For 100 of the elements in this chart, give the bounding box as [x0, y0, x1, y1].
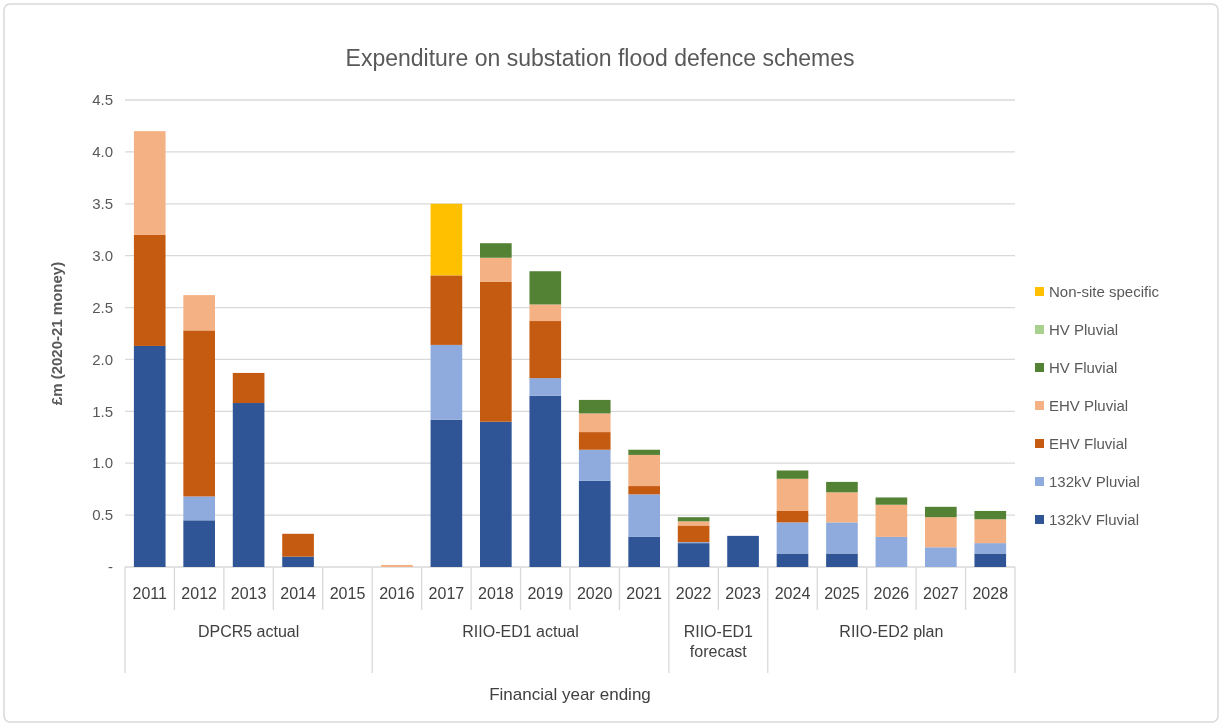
bar: [776, 478, 809, 511]
bar: [430, 275, 463, 345]
bar: [776, 553, 809, 567]
bar: [133, 345, 166, 567]
bar: [578, 480, 611, 567]
bar: [628, 494, 660, 537]
text: RIIO-ED2 plan: [839, 623, 944, 640]
x-tick-label: 2028: [972, 585, 1009, 602]
bar: [480, 421, 512, 567]
bar: [974, 519, 1007, 544]
bar: [430, 203, 463, 276]
text: DPCR5 actual: [197, 623, 300, 640]
bar: [826, 481, 858, 493]
bar: [183, 330, 215, 497]
text: RIIO-ED1 forecast: [683, 623, 754, 660]
y-tick-label: 4.0: [92, 143, 113, 161]
legend-label: Non-site specific: [1049, 283, 1160, 301]
x-tick-label: 2025: [824, 585, 860, 602]
bar: [232, 403, 265, 567]
x-tick-label: 2024: [774, 585, 811, 602]
x-tick-label: 2026: [873, 585, 910, 602]
y-tick-label: 3.0: [92, 246, 113, 264]
y-tick-label: 2.5: [92, 298, 113, 316]
bar: [578, 432, 611, 450]
legend-label: HV Fluvial: [1049, 359, 1118, 377]
bar: [480, 243, 512, 258]
x-tick-label: 2020: [576, 585, 613, 602]
bar: [875, 536, 908, 567]
bar: [381, 564, 413, 567]
bar: [430, 344, 463, 420]
bar: [183, 496, 215, 521]
bar: [677, 543, 710, 567]
y-tick-label: -: [108, 558, 113, 576]
bar: [529, 321, 562, 379]
bar: [776, 522, 809, 554]
x-tick-label: 2017: [428, 585, 465, 602]
bar: [677, 525, 710, 543]
x-tick-label: 2014: [280, 585, 316, 602]
bar: [974, 510, 1007, 520]
bar: [183, 295, 215, 331]
bar: [529, 304, 562, 322]
bar: [875, 497, 908, 505]
bar: [776, 470, 809, 479]
bar: [925, 547, 957, 567]
bar: [925, 517, 957, 548]
x-tick-label: 2023: [725, 585, 761, 602]
bar: [776, 510, 809, 523]
bar: [677, 517, 710, 522]
y-tick-label: 1.5: [92, 402, 113, 420]
bar: [727, 535, 759, 567]
bar: [826, 522, 858, 554]
y-tick-label: 4.5: [92, 91, 113, 109]
legend-label: 132kV Fluvial: [1049, 511, 1140, 529]
bar: [183, 520, 215, 567]
x-tick-label: 2012: [181, 585, 218, 602]
bar: [826, 492, 858, 523]
bar: [282, 533, 314, 557]
bar: [875, 504, 908, 537]
y-axis-title: £m (2020-21 money): [48, 261, 65, 406]
bar: [628, 536, 660, 567]
bar: [628, 486, 660, 495]
bar: [282, 556, 314, 567]
bar: [578, 449, 611, 481]
bar: [628, 454, 660, 487]
bar: [480, 281, 512, 422]
x-axis-title: Financial year ending: [489, 685, 651, 704]
bar: [974, 543, 1007, 554]
bar: [529, 271, 562, 305]
x-tick-label: 2016: [379, 585, 415, 602]
legend-label: HV Pluvial: [1049, 321, 1119, 339]
x-tick-label: 2027: [923, 585, 959, 602]
bar: [628, 449, 660, 455]
bar: [925, 506, 957, 518]
bar: [480, 257, 512, 282]
x-tick-label: 2022: [675, 585, 712, 602]
bar: [578, 399, 611, 414]
x-tick-label: 2011: [132, 585, 168, 602]
x-tick-label: 2018: [478, 585, 514, 602]
y-tick-label: 2.0: [92, 350, 113, 368]
bar: [974, 553, 1007, 567]
bar: [677, 521, 710, 526]
bar: [232, 372, 265, 404]
bar: [529, 395, 562, 567]
text: RIIO-ED1 actual: [462, 623, 579, 640]
x-tick-label: 2019: [527, 585, 564, 602]
bar: [529, 378, 562, 396]
bar: [826, 553, 858, 567]
chart-title: Expenditure on substation flood defence schemes: [345, 45, 855, 71]
y-tick-label: 0.5: [92, 506, 113, 524]
legend-label: EHV Pluvial: [1049, 397, 1129, 415]
bar: [133, 234, 166, 346]
bar: [578, 413, 611, 433]
y-tick-label: 3.5: [92, 195, 113, 213]
y-tick-label: 1.0: [92, 454, 113, 472]
bar: [133, 131, 166, 235]
x-tick-label: 2013: [230, 585, 267, 602]
x-tick-label: 2021: [626, 585, 663, 602]
x-tick-label: 2015: [329, 585, 366, 602]
legend-label: 132kV Pluvial: [1049, 473, 1140, 491]
bar: [430, 419, 463, 567]
